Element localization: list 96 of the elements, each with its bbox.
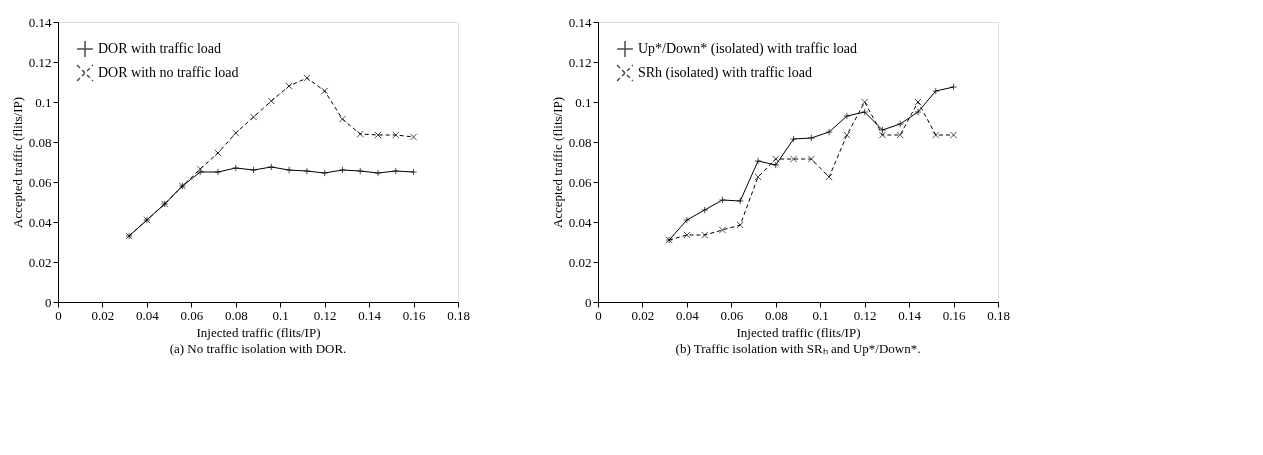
x-tick-label: 0.04 [136, 307, 160, 323]
y-tick-label: 0 [45, 294, 52, 310]
x-tick-label: 0.14 [358, 307, 382, 323]
point [267, 97, 275, 105]
point [683, 231, 691, 239]
point [338, 166, 347, 174]
point [807, 134, 815, 142]
point [772, 155, 780, 163]
point [861, 98, 869, 106]
y-tick-label: 0.08 [28, 134, 52, 150]
x-tick-label: 0.02 [631, 307, 655, 323]
point [949, 83, 958, 91]
point [789, 135, 798, 143]
point [356, 130, 364, 138]
text: (b) Traffic isolation with SRₕ and Up*/Down*. [675, 341, 921, 356]
point [701, 206, 709, 214]
y-tick-label: 0 [585, 294, 592, 310]
x-tick-label: 0.1 [272, 307, 289, 323]
y-tick-label: 0.12 [28, 54, 52, 70]
point [232, 164, 240, 172]
point [825, 128, 833, 136]
x-tick-label: 0.14 [898, 307, 922, 323]
y-tick-label: 0.06 [28, 174, 52, 190]
point [392, 167, 400, 175]
point [321, 169, 329, 177]
point [374, 169, 382, 177]
text: (a) No traffic isolation with DOR. [169, 341, 347, 356]
x-tick-label: 0 [55, 307, 62, 323]
point [285, 166, 293, 174]
x-tick-label: 0.16 [402, 307, 426, 323]
point [843, 112, 851, 120]
point [409, 168, 418, 176]
x-tick-label: 0.08 [224, 307, 248, 323]
point [736, 197, 744, 205]
point [932, 87, 940, 95]
point [896, 131, 904, 139]
point [409, 133, 418, 141]
y-tick-label: 0.08 [568, 134, 592, 150]
point [683, 216, 691, 224]
point [718, 226, 727, 234]
point [303, 74, 311, 82]
point [789, 155, 798, 163]
x-tick-label: 0.12 [313, 307, 337, 323]
point [232, 129, 240, 137]
x-axis-title: Injected traffic (flits/IP) [196, 324, 321, 340]
point [825, 173, 833, 181]
x-tick-label: 0.06 [720, 307, 744, 323]
point [754, 157, 762, 165]
point [861, 108, 869, 116]
point [249, 166, 258, 174]
x-tick-label: 0.02 [91, 307, 115, 323]
point [321, 87, 329, 95]
point [932, 131, 940, 139]
y-tick-label: 0.02 [28, 254, 52, 270]
y-tick-label: 0.04 [568, 214, 592, 230]
point [285, 82, 293, 90]
point [392, 131, 400, 139]
x-tick-label: 0 [595, 307, 602, 323]
y-tick-label: 0.14 [28, 14, 52, 30]
y-tick-label: 0.04 [28, 214, 52, 230]
legend-label: Up*/Down* (isolated) with traffic load [638, 41, 858, 57]
y-tick-label: 0.1 [35, 94, 52, 110]
point [772, 161, 780, 169]
point [338, 115, 347, 123]
point [356, 167, 364, 175]
point [736, 221, 744, 229]
x-tick-label: 0.18 [447, 307, 470, 323]
x-tick-label: 0.18 [987, 307, 1010, 323]
point [701, 231, 709, 239]
x-tick-label: 0.1 [812, 307, 829, 323]
point [303, 167, 311, 175]
y-tick-label: 0.1 [575, 94, 592, 110]
point [267, 163, 275, 171]
y-tick-label: 0.14 [568, 14, 592, 30]
x-tick-label: 0.12 [853, 307, 877, 323]
x-tick-label: 0.06 [180, 307, 204, 323]
point [843, 131, 851, 139]
point [214, 168, 222, 176]
point [914, 108, 922, 116]
legend-label: SRh (isolated) with traffic load [638, 65, 812, 81]
point [949, 131, 958, 139]
point [249, 113, 258, 121]
point [896, 120, 904, 128]
y-tick-label: 0.12 [568, 54, 592, 70]
x-tick-label: 0.08 [764, 307, 788, 323]
point [718, 196, 727, 204]
x-axis-title: Injected traffic (flits/IP) [736, 324, 861, 340]
legend-label: DOR with traffic load [98, 41, 221, 56]
y-tick-label: 0.02 [568, 254, 592, 270]
y-tick-label: 0.06 [568, 174, 592, 190]
x-tick-label: 0.04 [676, 307, 700, 323]
point [807, 155, 815, 163]
y-axis-title: Accepted traffic (flits/IP) [549, 96, 565, 229]
legend-label: DOR with no traffic load [98, 65, 239, 80]
x-tick-label: 0.16 [942, 307, 966, 323]
y-axis-title: Accepted traffic (flits/IP) [9, 96, 25, 229]
